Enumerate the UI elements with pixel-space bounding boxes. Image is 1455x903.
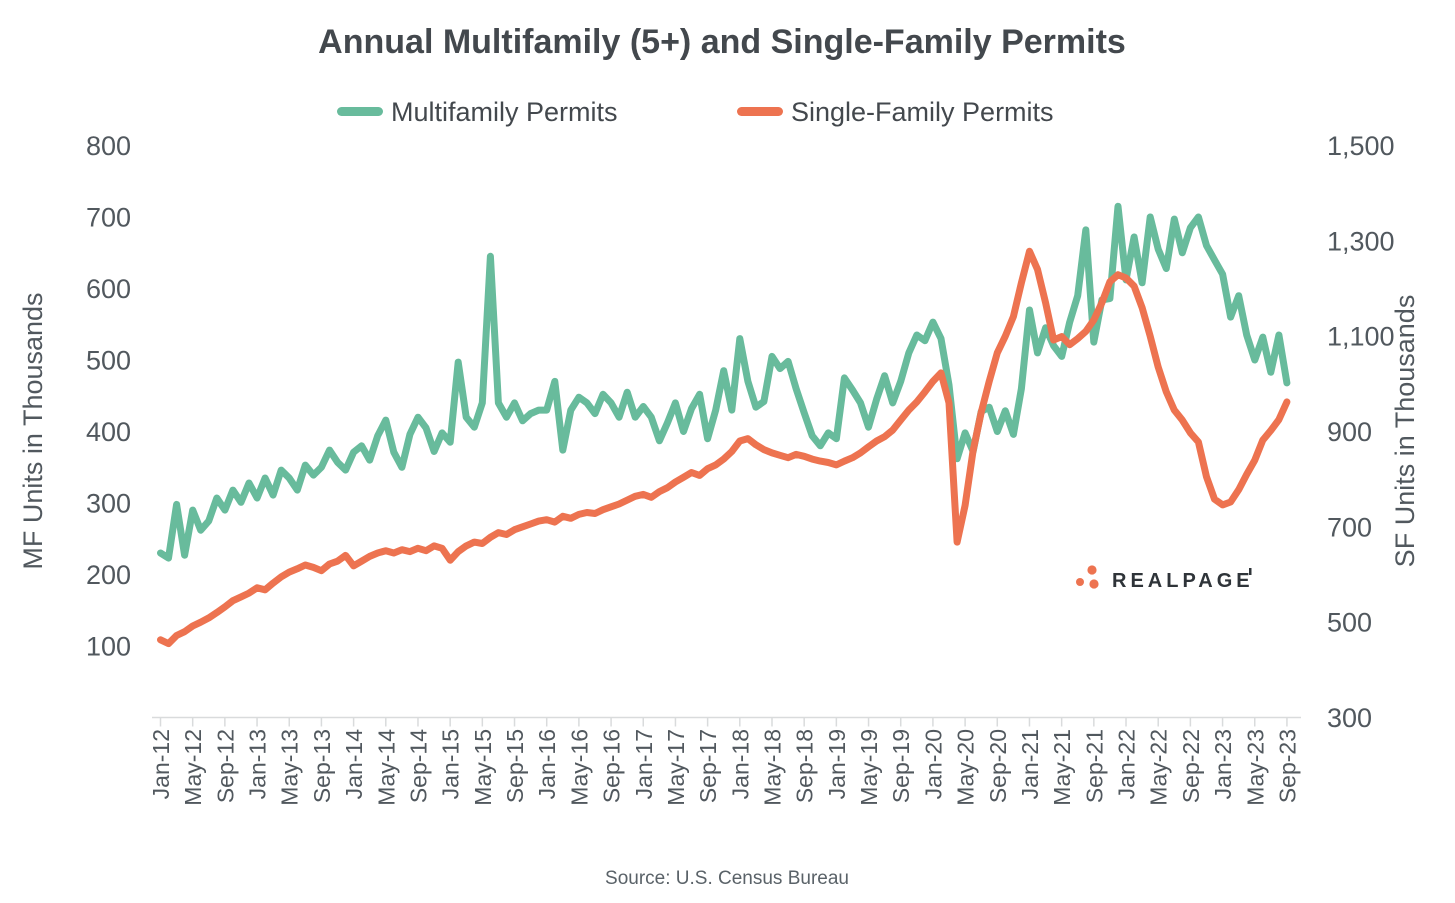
x-axis-tick-label: May-17 <box>663 729 689 806</box>
data-series <box>157 202 1291 648</box>
x-axis-tick-label: May-20 <box>953 729 979 806</box>
legend: Multifamily Permits Single-Family Permit… <box>337 97 1054 127</box>
x-axis-tick-label: Jan-16 <box>534 729 560 799</box>
multifamily-permits-line <box>157 202 1291 562</box>
x-axis-tick-label: May-22 <box>1146 729 1172 806</box>
x-axis-tick-label: May-13 <box>277 729 303 806</box>
x-axis-tick-label: Sep-14 <box>405 729 431 803</box>
left-axis-tick-label: 700 <box>86 203 131 233</box>
right-axis-tick-label: 1,100 <box>1327 322 1395 352</box>
right-axis-tick-label: 300 <box>1327 703 1372 733</box>
logo-trademark-icon <box>1249 568 1252 575</box>
legend-label-multifamily: Multifamily Permits <box>391 97 618 127</box>
left-axis-tick-label: 800 <box>86 131 131 161</box>
x-axis-tick-label: Jan-12 <box>148 729 174 799</box>
single-family-permits-line <box>157 247 1291 648</box>
logo-dot-right-icon <box>1089 579 1099 589</box>
x-axis-tick-label: Sep-22 <box>1178 729 1204 803</box>
x-axis-tick-label: Jan-23 <box>1210 729 1236 799</box>
x-axis-tick-label: May-21 <box>1049 729 1075 806</box>
x-axis-tick-label: Sep-13 <box>309 729 335 803</box>
right-axis-title: SF Units in Thousands <box>1390 295 1420 568</box>
left-axis-tick-label: 100 <box>86 632 131 662</box>
x-axis-tick-label: Sep-15 <box>502 729 528 803</box>
x-axis-tick-label: Jan-20 <box>920 729 946 799</box>
realpage-logo: REALPAGE <box>1076 565 1254 592</box>
x-axis-tick-label: Sep-21 <box>1081 729 1107 803</box>
x-axis-tick-label: May-16 <box>566 729 592 806</box>
legend-swatch-single-family-icon <box>737 107 783 116</box>
x-axis-tick-label: Sep-23 <box>1274 729 1300 803</box>
x-axis-tick-label: Jan-18 <box>727 729 753 799</box>
right-axis-tick-label: 700 <box>1327 512 1372 542</box>
x-axis-tick-label: Sep-16 <box>599 729 625 803</box>
left-axis-tick-label: 200 <box>86 560 131 590</box>
left-axis-tick-label: 300 <box>86 489 131 519</box>
x-axis-tick-label: Jan-15 <box>438 729 464 799</box>
right-axis-tick-label: 500 <box>1327 608 1372 638</box>
x-axis <box>152 716 1301 727</box>
x-axis-tick-label: Jan-22 <box>1114 729 1140 799</box>
x-axis-tick-label: May-18 <box>759 729 785 806</box>
x-axis-tick-label: May-12 <box>180 729 206 806</box>
x-axis-tick-label: Jan-21 <box>1017 729 1043 799</box>
x-axis-tick-label: Sep-12 <box>212 729 238 803</box>
logo-dot-left-icon <box>1076 578 1084 586</box>
left-axis-tick-label: 400 <box>86 417 131 447</box>
right-axis-tick-labels: 1,500 1,300 1,100 900 700 500 300 <box>1327 131 1395 733</box>
x-axis-tick-label: May-15 <box>470 729 496 806</box>
x-axis-tick-label: May-19 <box>856 729 882 806</box>
left-axis-tick-label: 600 <box>86 274 131 304</box>
x-axis-tick-label: Jan-19 <box>824 729 850 799</box>
x-axis-tick-label: Jan-13 <box>245 729 271 799</box>
right-axis-tick-label: 900 <box>1327 417 1372 447</box>
left-axis-title: MF Units in Thousands <box>18 292 48 569</box>
right-axis-tick-label: 1,500 <box>1327 131 1395 161</box>
source-note: Source: U.S. Census Bureau <box>605 868 849 889</box>
legend-label-single-family: Single-Family Permits <box>791 97 1054 127</box>
x-axis-tick-label: May-23 <box>1242 729 1268 806</box>
logo-wordmark: REALPAGE <box>1112 570 1254 592</box>
x-axis-tick-label: Jan-14 <box>341 729 367 800</box>
left-axis-tick-labels: 800 700 600 500 400 300 200 100 <box>86 131 131 662</box>
x-axis-tick-label: Jan-17 <box>631 729 657 799</box>
chart-title: Annual Multifamily (5+) and Single-Famil… <box>318 23 1126 61</box>
left-axis-tick-label: 500 <box>86 346 131 376</box>
x-axis-tick-labels: Jan-12 May-12 Sep-12 Jan-13 May-13 Sep-13 Jan-… <box>148 729 1300 806</box>
x-axis-tick-label: Sep-17 <box>695 729 721 803</box>
logo-dot-top-icon <box>1087 565 1097 575</box>
x-axis-tick-label: Sep-18 <box>792 729 818 803</box>
legend-swatch-multifamily-icon <box>337 107 383 116</box>
x-axis-tick-label: May-14 <box>373 729 399 806</box>
x-axis-tick-label: Sep-20 <box>985 729 1011 803</box>
x-axis-tick-label: Sep-19 <box>888 729 914 803</box>
right-axis-tick-label: 1,300 <box>1327 226 1395 256</box>
